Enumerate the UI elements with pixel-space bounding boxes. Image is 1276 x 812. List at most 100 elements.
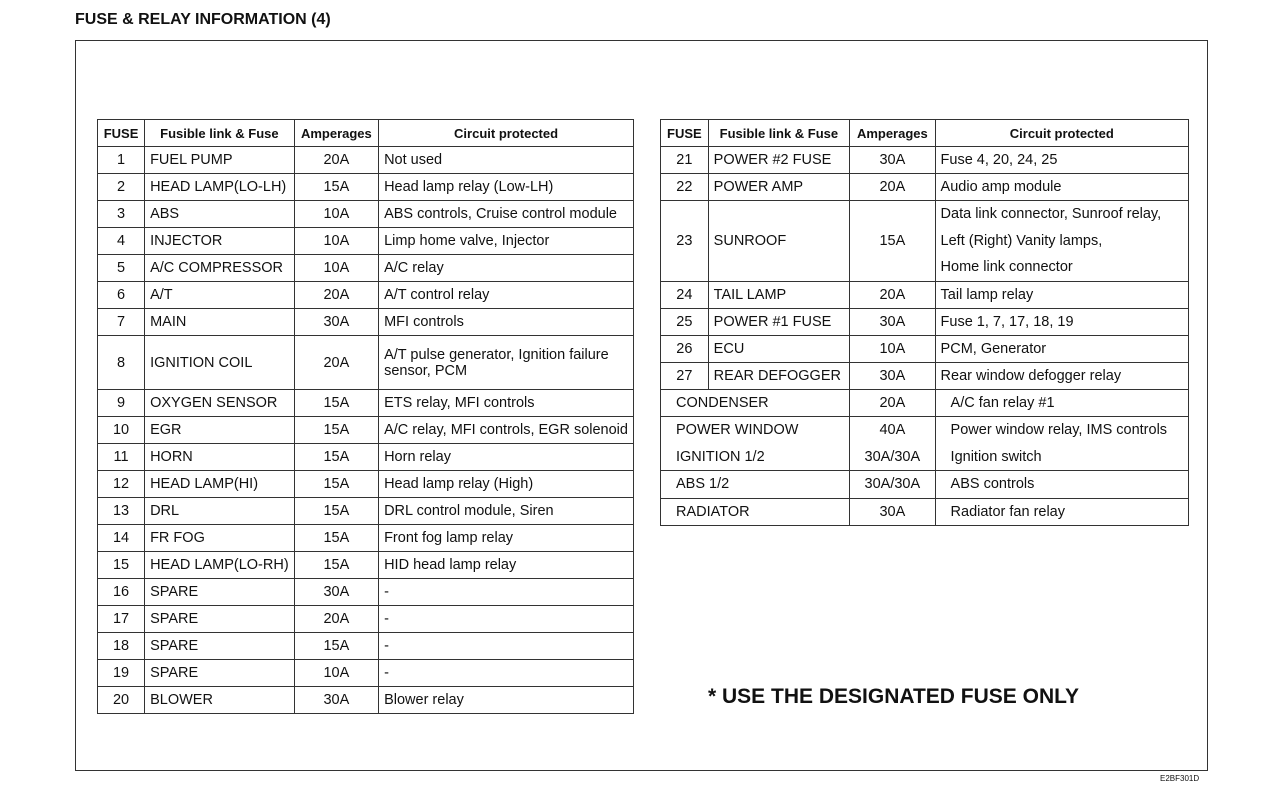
table-cell: - [378,659,634,687]
table-row: 14 FR FOG 15A Front fog lamp relay [96,524,634,552]
table-cell: 25 [660,307,709,336]
table-cell: Front fog lamp relay [378,524,634,552]
column-header: Amperages [849,119,936,147]
table-cell: 24 [660,280,709,309]
table-cell: Blower relay [378,686,634,714]
table-cell: A/C COMPRESSOR [144,254,295,282]
table-cell: REAR DEFOGGER [707,361,851,390]
table-cell: 20A [293,605,380,633]
table-row: 20 BLOWER 30A Blower relay [96,686,634,714]
table-cell: 20A [849,280,936,309]
table-cell: 15 [96,551,146,579]
table-cell: PCM, Generator [934,334,1190,363]
column-header: FUSE [96,119,146,147]
table-cell: IGNITION COIL [144,335,295,390]
table-cell: ECU [707,334,851,363]
table-cell: DRL control module, Siren [378,497,634,525]
table-cell: 20A [293,335,380,390]
table-cell: FUEL PUMP [144,146,295,174]
table-cell: POWER #2 FUSE [707,146,851,174]
header-row: FUSE Fusible link & Fuse Amperages Circuit … [660,119,1190,147]
table-row: 9 OXYGEN SENSOR 15A ETS relay, MFI controls [96,389,634,417]
table-cell: 6 [96,281,146,309]
table-cell: 30A [293,308,380,336]
table-cell: 1 [96,146,146,174]
table-row: 19 SPARE 10A - [96,659,634,687]
table-row: 1 FUEL PUMP 20A Not used [96,146,634,174]
table-cell: A/C relay [378,254,634,282]
table-cell: POWER AMP [707,173,851,201]
table-cell: SPARE [144,578,295,606]
table-cell: HID head lamp relay [378,551,634,579]
table-row: CONDENSER 20A A/C fan relay #1 [659,388,1190,417]
table-cell: 30A/30A [849,470,936,499]
table-cell: Audio amp module [934,173,1190,201]
table-cell: 15A [293,632,380,660]
table-cell: A/C relay, MFI controls, EGR solenoid [378,416,634,444]
table-row: 24 TAIL LAMP 20A Tail lamp relay [660,280,1190,309]
table-cell: RADIATOR [659,497,851,526]
column-header: Circuit protected [378,119,634,147]
table-cell: FR FOG [144,524,295,552]
table-cell: TAIL LAMP [707,280,851,309]
table-row: 6 A/T 20A A/T control relay [96,281,634,309]
table-cell: 14 [96,524,146,552]
table-cell: SUNROOF [707,200,851,282]
table-cell: 3 [96,200,146,228]
table-row: 25 POWER #1 FUSE 30A Fuse 1, 7, 17, 18, 19 [660,307,1190,336]
table-cell: A/T [144,281,295,309]
table-cell: 21 [660,146,709,174]
table-cell: INJECTOR [144,227,295,255]
table-cell: 30A [849,497,936,526]
table-cell: Head lamp relay (High) [378,470,634,498]
table-cell: Power window relay, IMS controls Ignition… [934,416,1190,471]
table-cell: 5 [96,254,146,282]
column-header: Fusible link & Fuse [144,119,295,147]
table-cell: 9 [96,389,146,417]
table-cell: 10A [293,227,380,255]
table-cell: 20 [96,686,146,714]
table-cell: ABS controls [934,470,1190,499]
table-cell: 20A [849,388,936,417]
table-row: 3 ABS 10A ABS controls, Cruise control modu… [96,200,634,228]
table-cell: A/T pulse generator, Ignition failure se… [378,335,634,390]
table-cell: BLOWER [144,686,295,714]
table-row: 8 IGNITION COIL 20A A/T pulse generator, Ig… [96,335,634,390]
fuse-note: * USE THE DESIGNATED FUSE ONLY [708,685,1080,708]
table-cell: - [378,632,634,660]
table-cell: 40A 30A/30A [849,416,936,471]
column-header: Fusible link & Fuse [707,119,851,147]
table-cell: Radiator fan relay [934,497,1190,526]
fuse-table-left: FUSE Fusible link & Fuse Amperages Circuit … [96,119,634,714]
table-cell: 13 [96,497,146,525]
table-cell: 30A [293,686,380,714]
table-cell: 15A [293,416,380,444]
table-cell: SPARE [144,659,295,687]
table-cell: A/C fan relay #1 [934,388,1190,417]
table-row: ABS 1/2 30A/30A ABS controls [659,470,1190,499]
table-cell: A/T control relay [378,281,634,309]
table-row: 11 HORN 15A Horn relay [96,443,634,471]
table-cell: 15A [293,497,380,525]
table-cell: 30A [293,578,380,606]
fuse-table-right: FUSE Fusible link & Fuse Amperages Circuit … [659,119,1190,526]
column-header: Amperages [293,119,380,147]
table-row: 18 SPARE 15A - [96,632,634,660]
table-cell: 15A [293,443,380,471]
table-row: 21 POWER #2 FUSE 30A Fuse 4, 20, 24, 25 [660,146,1190,174]
column-header: FUSE [660,119,709,147]
table-cell: SPARE [144,605,295,633]
table-cell: Limp home valve, Injector [378,227,634,255]
table-cell: ABS 1/2 [659,470,851,499]
table-row: 17 SPARE 20A - [96,605,634,633]
table-cell: 26 [660,334,709,363]
table-cell: MAIN [144,308,295,336]
table-row: 13 DRL 15A DRL control module, Siren [96,497,634,525]
table-cell: EGR [144,416,295,444]
table-cell: Fuse 4, 20, 24, 25 [934,146,1190,174]
table-cell: 15A [293,470,380,498]
table-cell: 15A [293,524,380,552]
table-cell: 30A [849,361,936,390]
table-row: 4 INJECTOR 10A Limp home valve, Injector [96,227,634,255]
table-cell: OXYGEN SENSOR [144,389,295,417]
